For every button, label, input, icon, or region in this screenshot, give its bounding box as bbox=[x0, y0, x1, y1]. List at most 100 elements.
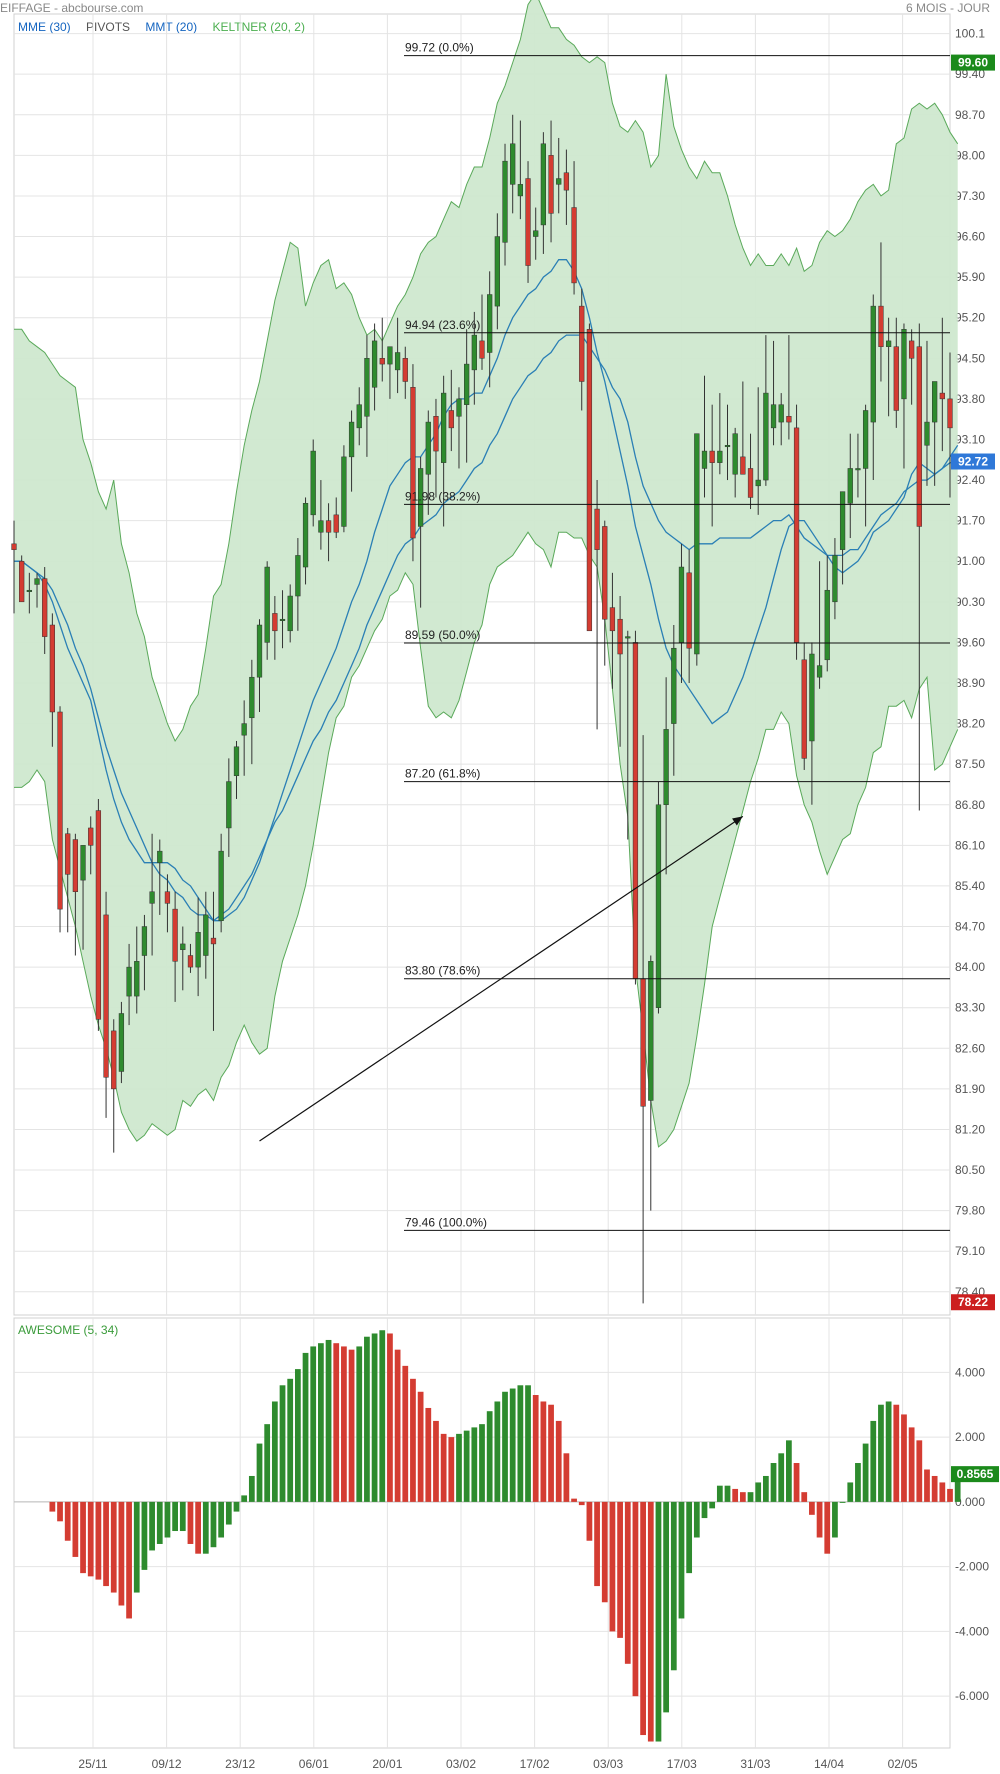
y-tick-label: 91.00 bbox=[955, 554, 985, 568]
candle-body bbox=[456, 398, 462, 417]
awesome-bar bbox=[179, 1501, 186, 1532]
candle-body bbox=[425, 421, 431, 475]
candle-body bbox=[149, 891, 155, 904]
candle-body bbox=[556, 178, 562, 185]
mmt-20-line bbox=[14, 259, 959, 922]
y-tick-label: 86.10 bbox=[955, 838, 985, 852]
awesome-bar bbox=[248, 1475, 255, 1502]
awesome-bar bbox=[786, 1440, 792, 1502]
x-tick-label: 23/12 bbox=[225, 1757, 255, 1771]
y-tick-label: 93.10 bbox=[955, 432, 985, 446]
awesome-bar bbox=[747, 1492, 754, 1502]
candle-body bbox=[878, 305, 884, 347]
awesome-bar bbox=[348, 1349, 355, 1502]
candle-body bbox=[118, 1013, 125, 1072]
awesome-bar bbox=[80, 1501, 86, 1574]
awesome-bar bbox=[816, 1501, 823, 1538]
awesome-bar bbox=[287, 1378, 294, 1502]
awesome-bar bbox=[732, 1488, 739, 1502]
awesome-bar bbox=[509, 1388, 516, 1502]
awesome-bar bbox=[440, 1433, 447, 1502]
candle-body bbox=[594, 508, 600, 550]
candle-body bbox=[502, 160, 508, 243]
awesome-bar bbox=[126, 1501, 132, 1619]
awesome-bar bbox=[862, 1443, 869, 1502]
legend-item-mmt[interactable]: MMT (20) bbox=[145, 20, 198, 34]
y-tick-label: 95.90 bbox=[955, 270, 985, 284]
candle-body bbox=[34, 578, 40, 585]
awesome-bar bbox=[647, 1501, 654, 1742]
y-tick-label: 81.20 bbox=[955, 1122, 985, 1136]
period-selector[interactable]: 6 MOIS - JOUR bbox=[905, 1, 990, 15]
x-tick-label: 31/03 bbox=[740, 1757, 770, 1771]
candle-body bbox=[111, 1030, 117, 1090]
awesome-bar bbox=[701, 1501, 708, 1519]
candle-body bbox=[187, 955, 194, 968]
awesome-bar bbox=[947, 1488, 953, 1502]
awesome-bar bbox=[801, 1492, 808, 1502]
candle-body bbox=[571, 207, 577, 284]
candle-body bbox=[49, 624, 55, 713]
awesome-bar bbox=[939, 1482, 946, 1502]
awesome-bar bbox=[878, 1404, 884, 1502]
awesome-bar bbox=[456, 1433, 462, 1502]
candle-body bbox=[402, 358, 408, 382]
candle-body bbox=[755, 479, 761, 487]
candle-body bbox=[924, 421, 930, 446]
candle-body bbox=[839, 491, 846, 550]
y-tick-label: 87.50 bbox=[955, 757, 985, 771]
candle-body bbox=[19, 560, 25, 603]
candle-body bbox=[724, 445, 731, 448]
x-tick-label: 09/12 bbox=[152, 1757, 182, 1771]
awesome-y-tick-label: 4.000 bbox=[955, 1365, 985, 1379]
trend-arrow-head bbox=[732, 816, 743, 826]
awesome-bar bbox=[517, 1385, 524, 1502]
fibonacci-level-label: 89.59 (50.0%) bbox=[405, 628, 480, 642]
candle-body bbox=[678, 566, 685, 643]
mme-30-line bbox=[14, 334, 958, 922]
awesome-bar bbox=[325, 1339, 332, 1502]
candle-body bbox=[947, 398, 953, 429]
candle-body bbox=[379, 358, 385, 365]
legend-item-mme[interactable]: MME (30) bbox=[18, 20, 71, 34]
candle-body bbox=[832, 555, 838, 603]
awesome-bar bbox=[133, 1501, 140, 1593]
awesome-bar bbox=[479, 1424, 485, 1502]
stock-title: EIFFAGE - abcbourse.com bbox=[0, 1, 144, 15]
awesome-bar bbox=[333, 1343, 340, 1502]
legend-item-keltner[interactable]: KELTNER (20, 2) bbox=[212, 20, 305, 34]
awesome-bar bbox=[548, 1404, 554, 1502]
candle-body bbox=[348, 421, 355, 458]
candle-body bbox=[793, 427, 800, 643]
candle-body bbox=[533, 230, 539, 237]
awesome-bar bbox=[279, 1385, 286, 1502]
candle-body bbox=[686, 572, 692, 649]
candle-body bbox=[210, 937, 217, 945]
awesome-bar bbox=[494, 1401, 501, 1502]
awesome-bar bbox=[778, 1453, 785, 1502]
y-tick-label: 80.50 bbox=[955, 1163, 985, 1177]
awesome-bar bbox=[885, 1401, 892, 1502]
fibonacci-level-label: 87.20 (61.8%) bbox=[405, 767, 480, 781]
awesome-bar bbox=[64, 1501, 71, 1541]
candle-body bbox=[885, 340, 892, 347]
candle-body bbox=[632, 642, 639, 979]
candle-body bbox=[57, 711, 63, 910]
x-tick-label: 06/01 bbox=[299, 1757, 329, 1771]
candle-body bbox=[939, 392, 945, 400]
awesome-bar bbox=[686, 1501, 693, 1574]
awesome-bar bbox=[609, 1501, 616, 1632]
awesome-bar bbox=[371, 1333, 378, 1502]
legend-item-pivots[interactable]: PIVOTS bbox=[86, 20, 131, 34]
awesome-bar bbox=[241, 1495, 248, 1502]
candle-body bbox=[249, 676, 255, 719]
x-tick-label: 14/04 bbox=[814, 1757, 844, 1771]
candle-body bbox=[579, 305, 585, 382]
awesome-bar bbox=[632, 1501, 639, 1697]
awesome-bar bbox=[172, 1501, 178, 1532]
y-tick-label: 96.60 bbox=[955, 230, 985, 244]
candle-body bbox=[11, 543, 17, 550]
candle-body bbox=[287, 595, 293, 632]
awesome-bar bbox=[394, 1349, 401, 1502]
awesome-bar bbox=[49, 1501, 56, 1512]
